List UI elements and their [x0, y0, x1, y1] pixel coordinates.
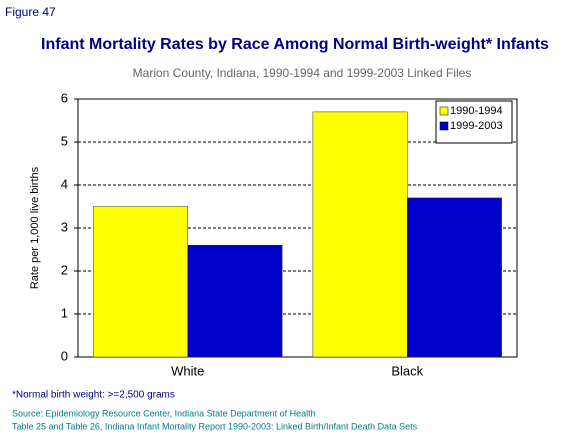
y-tick-label: 1	[61, 305, 68, 320]
bar	[312, 111, 408, 358]
source-line: Table 25 and Table 26, Indiana Infant Mo…	[12, 421, 418, 431]
y-tick-label: 5	[61, 133, 68, 148]
chart-title: Infant Mortality Rates by Race Among Nor…	[41, 36, 549, 53]
figure-label: Figure 47	[5, 5, 56, 19]
chart-subtitle: Marion County, Indiana, 1990-1994 and 19…	[133, 66, 472, 80]
legend-label: 1990-1994	[450, 105, 503, 117]
legend-swatch	[439, 121, 449, 131]
footnote: *Normal birth weight: >=2,500 grams	[12, 390, 175, 401]
bar	[93, 206, 188, 358]
bar	[407, 197, 502, 358]
y-tick-label: 3	[61, 219, 68, 234]
y-tick-label: 4	[61, 176, 68, 191]
y-tick-label: 0	[61, 348, 68, 363]
x-tick-label: White	[171, 363, 204, 378]
bar	[187, 244, 283, 358]
legend-box	[435, 100, 513, 144]
y-tick-label: 2	[61, 262, 68, 277]
y-axis-label: Rate per 1,000 live births	[29, 166, 41, 289]
legend-swatch	[439, 106, 449, 116]
x-tick-label: Black	[391, 363, 423, 378]
source-line: Source: Epidemiology Resource Center, In…	[12, 408, 316, 418]
legend-label: 1999-2003	[450, 120, 503, 132]
y-tick-label: 6	[61, 90, 68, 105]
